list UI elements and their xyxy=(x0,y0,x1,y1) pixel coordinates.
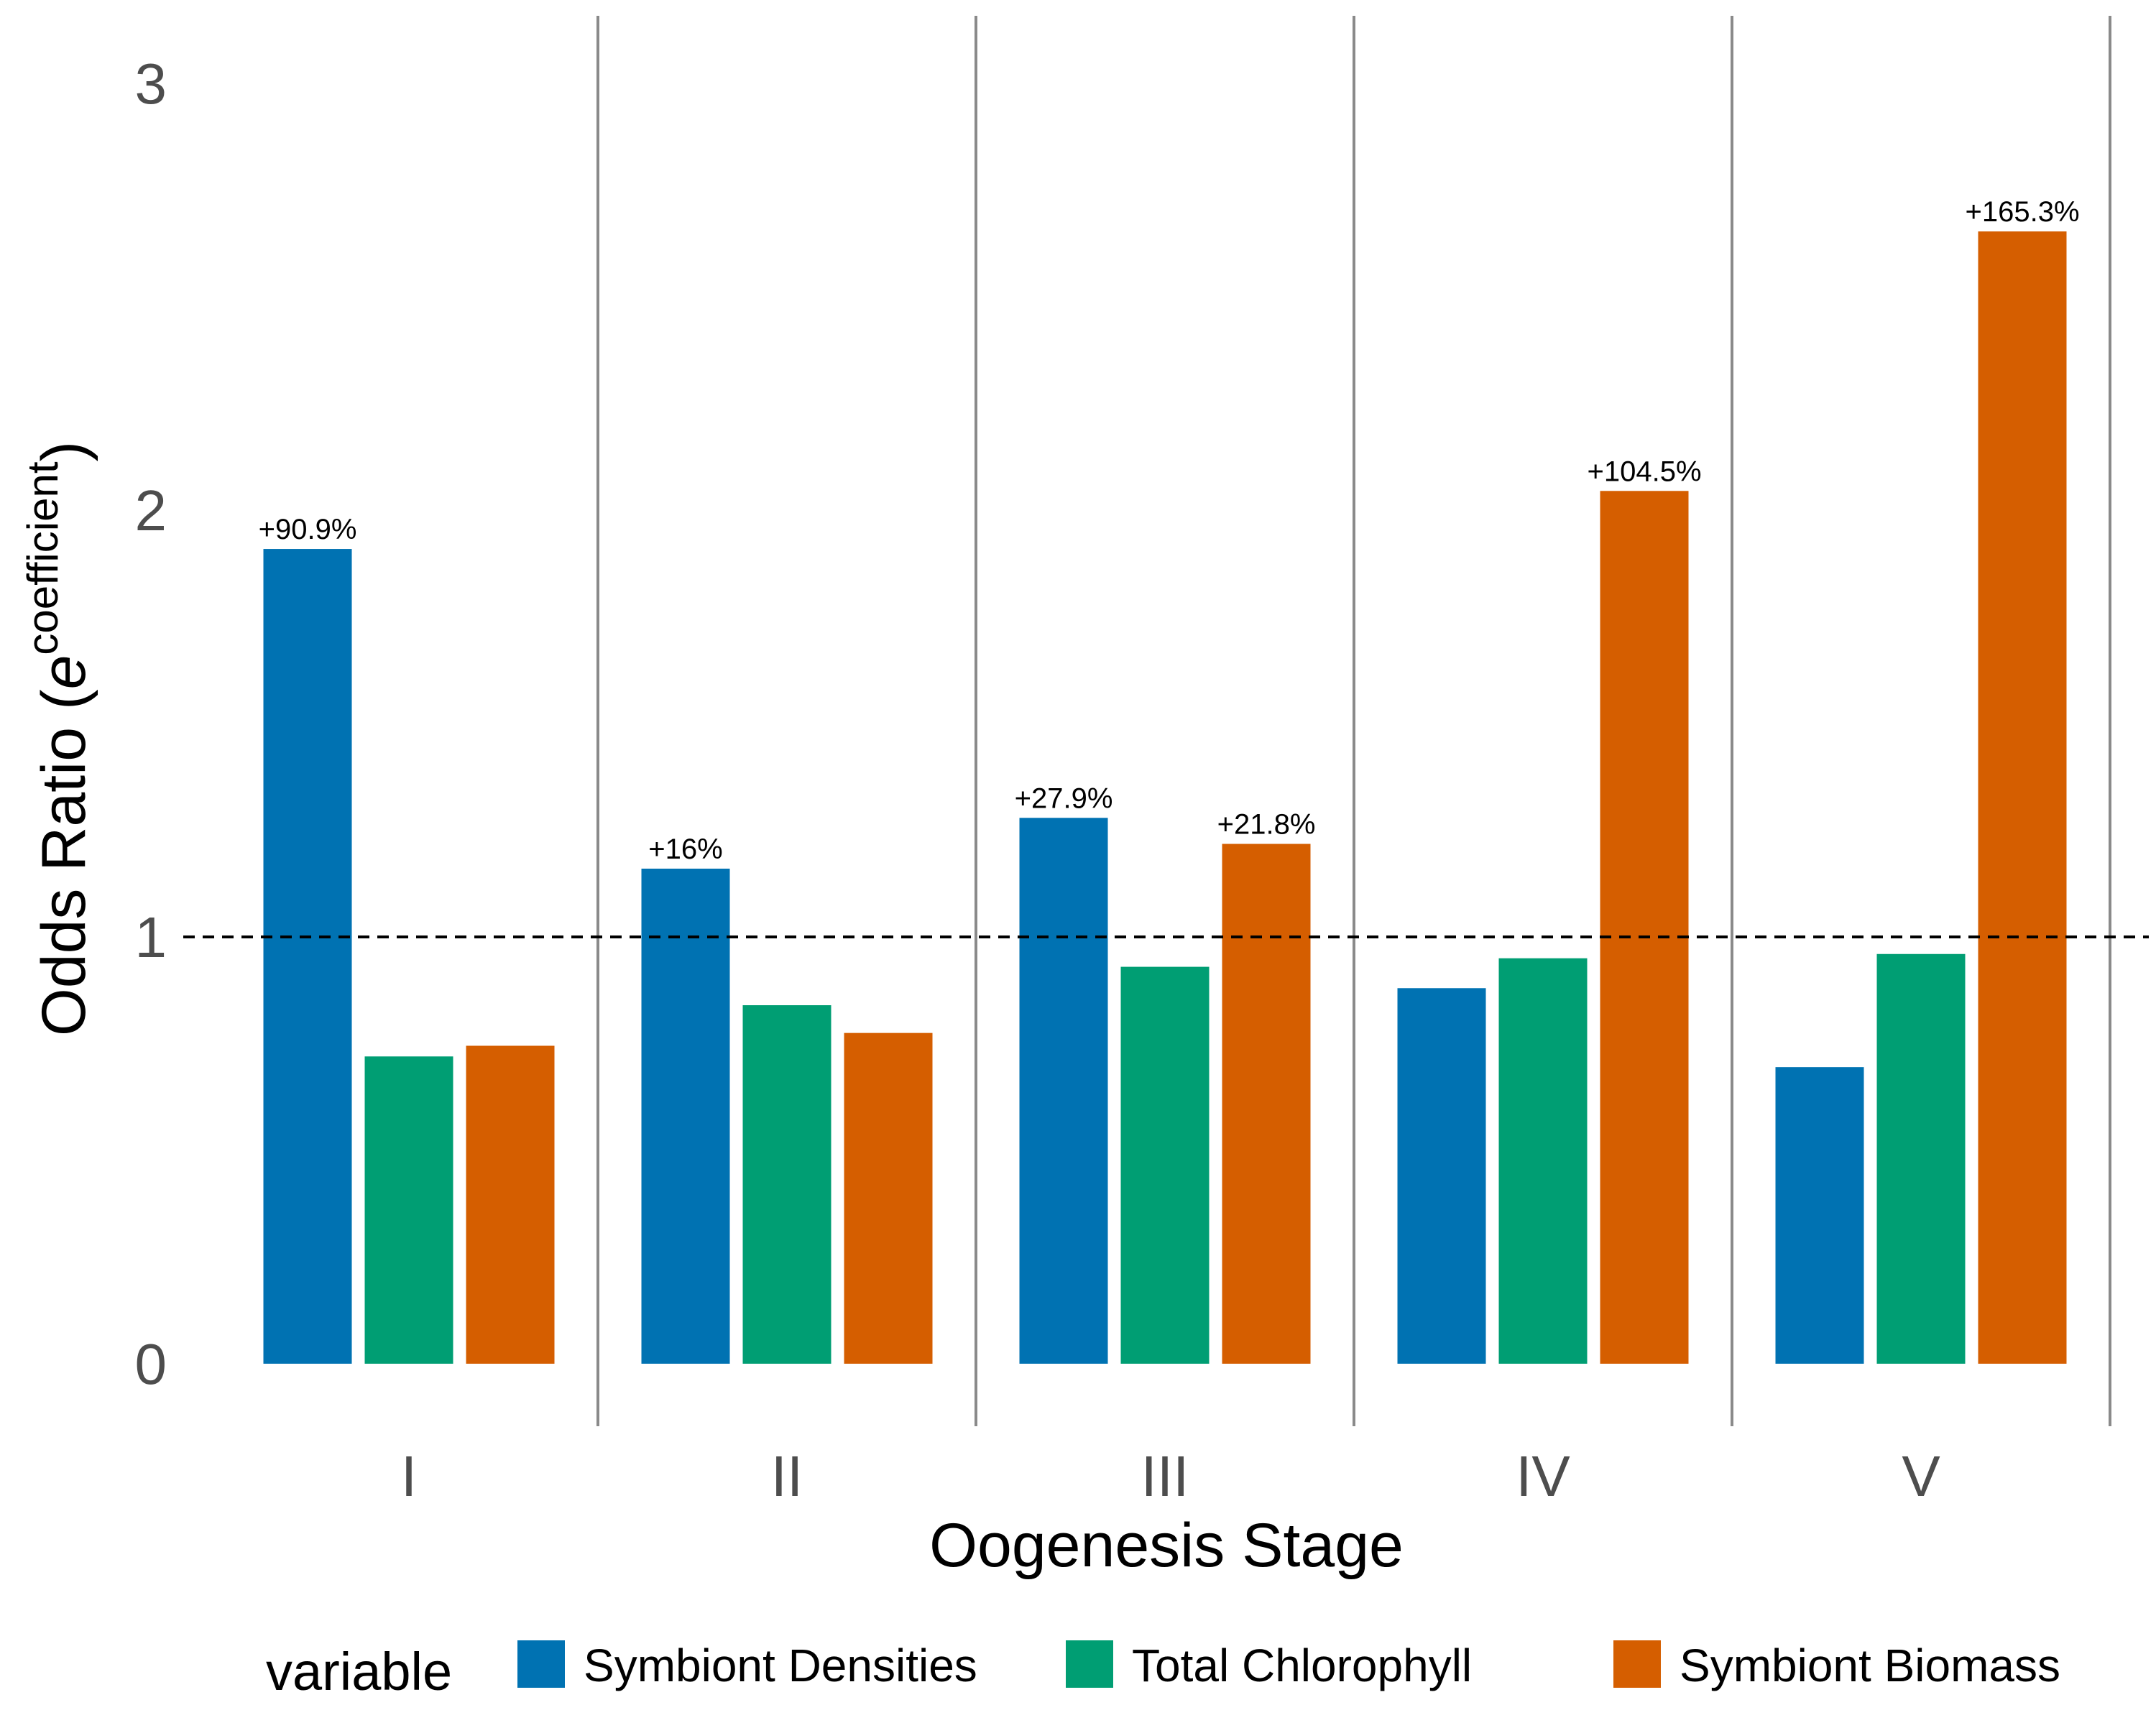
bar-symbiont-densities-v xyxy=(1775,1067,1864,1364)
bar-symbiont-biomass-iv xyxy=(1600,491,1689,1364)
y-tick-label: 1 xyxy=(135,905,167,969)
x-axis-title: Oogenesis Stage xyxy=(929,1511,1404,1580)
bars-group xyxy=(263,231,2067,1364)
legend-swatch xyxy=(517,1640,565,1688)
bar-symbiont-densities-iv xyxy=(1397,988,1486,1364)
x-tick-label: V xyxy=(1902,1444,1940,1508)
bar-symbiont-biomass-i xyxy=(466,1045,555,1364)
data-label: +90.9% xyxy=(259,514,357,545)
data-labels-group: +90.9% +16% +27.9% +21.8% +104.5% +165.3% xyxy=(259,196,2080,865)
x-tick-label: II xyxy=(771,1444,803,1508)
legend-swatch xyxy=(1613,1640,1661,1688)
legend-label: Total Chlorophyll xyxy=(1132,1640,1472,1691)
data-label: +21.8% xyxy=(1217,809,1316,841)
x-tick-label: IV xyxy=(1516,1444,1570,1508)
bar-symbiont-densities-iii xyxy=(1019,818,1108,1364)
bar-total-chlorophyll-i xyxy=(364,1056,453,1364)
legend-label: Symbiont Densities xyxy=(584,1640,977,1691)
facet-separators xyxy=(596,16,2111,1426)
y-tick-label: 0 xyxy=(135,1332,167,1396)
legend-label: Symbiont Biomass xyxy=(1680,1640,2060,1691)
legend-title: variable xyxy=(266,1642,452,1701)
data-label: +27.9% xyxy=(1015,782,1113,814)
data-label: +16% xyxy=(648,833,722,865)
bar-total-chlorophyll-iii xyxy=(1120,966,1210,1364)
x-tick-label: III xyxy=(1141,1444,1189,1508)
x-axis-ticks: I II III IV V xyxy=(401,1444,1940,1508)
x-tick-label: I xyxy=(401,1444,417,1508)
bar-symbiont-densities-ii xyxy=(641,868,730,1364)
legend-swatch xyxy=(1066,1640,1113,1688)
bar-total-chlorophyll-iv xyxy=(1498,958,1588,1364)
bar-symbiont-biomass-ii xyxy=(844,1032,933,1364)
data-label: +104.5% xyxy=(1587,456,1701,487)
y-axis-title: Odds Ratio (ecoefficient) xyxy=(19,441,98,1036)
y-tick-label: 2 xyxy=(135,479,167,542)
bar-total-chlorophyll-ii xyxy=(742,1005,831,1364)
legend: variable Symbiont Densities Total Chlorop… xyxy=(266,1640,2060,1701)
bar-total-chlorophyll-v xyxy=(1876,953,1966,1364)
bar-symbiont-biomass-iii xyxy=(1222,844,1311,1364)
y-axis-ticks: 0 1 2 3 xyxy=(135,52,167,1396)
bar-symbiont-biomass-v xyxy=(1978,231,2067,1364)
y-tick-label: 3 xyxy=(135,52,167,116)
bar-symbiont-densities-i xyxy=(263,549,352,1364)
data-label: +165.3% xyxy=(1965,196,2079,228)
